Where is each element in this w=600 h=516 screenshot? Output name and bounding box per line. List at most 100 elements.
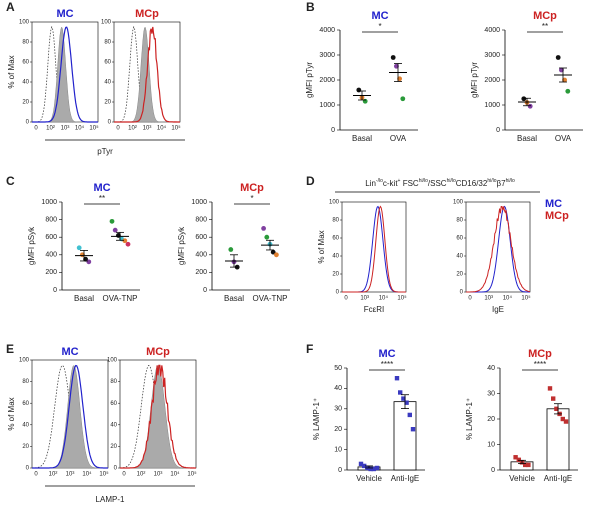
header-part: hi/lo [487, 178, 496, 184]
data-point [523, 462, 528, 468]
y-tick-label: 2000 [484, 77, 500, 84]
bar [393, 401, 417, 471]
x-tick-label: 10² [137, 472, 146, 478]
y-tick-label: 20 [22, 100, 29, 106]
data-point [228, 247, 234, 252]
x-tick-label: 10³ [66, 472, 75, 478]
histogram-curve [342, 205, 406, 293]
y-tick-label: 400 [45, 252, 57, 259]
y-tick-label: 20 [332, 272, 339, 278]
histogram-curve [114, 26, 180, 123]
x-tick-label: OVA [555, 134, 572, 143]
plot-title: MCp [533, 10, 557, 22]
y-tick-label: 0 [496, 127, 500, 134]
histogram-curve [31, 364, 108, 469]
x-axis-label: LAMP-1 [96, 495, 125, 504]
histogram-fill [120, 365, 196, 469]
data-point [397, 76, 402, 82]
y-axis-label: % LAMP-1⁺ [312, 398, 321, 440]
y-tick-label: 60 [456, 236, 463, 242]
data-point [516, 457, 521, 462]
data-point [362, 98, 368, 104]
data-point [390, 55, 396, 60]
data-point [554, 406, 559, 411]
y-axis-label: % of Max [7, 55, 16, 88]
significance-label: **** [534, 360, 546, 369]
data-point [551, 396, 556, 401]
header-part: FSC [400, 179, 418, 188]
histogram-curve [32, 364, 108, 469]
x-tick-label: 0 [34, 126, 38, 132]
y-tick-label: 80 [22, 379, 29, 385]
plot-title: MC [56, 8, 73, 20]
y-tick-label: 40 [22, 80, 29, 86]
header-part: c-kit [383, 179, 398, 188]
histogram-curve [342, 205, 406, 293]
y-tick-label: 20 [104, 100, 111, 106]
x-tick-label: 10⁴ [503, 295, 513, 302]
significance-label: **** [381, 360, 393, 369]
plot-frame [341, 201, 407, 293]
header-part: -/lo [376, 178, 383, 184]
y-axis-label: gMFI pTyr [305, 62, 314, 98]
y-tick-label: 40 [22, 422, 29, 428]
x-tick-label: 10⁵ [99, 471, 109, 478]
x-tick-label: Anti-IgE [391, 474, 419, 483]
data-point [404, 400, 409, 405]
x-tick-label: OVA [390, 134, 407, 143]
data-point [125, 241, 131, 247]
x-tick-label: 10⁵ [171, 125, 181, 132]
data-point [122, 238, 128, 244]
y-tick-label: 4000 [484, 27, 500, 34]
x-tick-label: Basal [517, 134, 537, 143]
data-point [410, 427, 416, 432]
y-tick-label: 60 [104, 60, 111, 66]
x-axis-label: FcεRI [364, 305, 384, 314]
panel-letter: A [6, 0, 15, 14]
y-tick-label: 40 [104, 80, 111, 86]
x-axis-label: pTyr [97, 147, 113, 156]
y-tick-label: 0 [336, 290, 340, 296]
histogram-curve [32, 26, 98, 123]
x-tick-label: 10⁵ [89, 125, 99, 132]
x-tick-label: 0 [344, 296, 348, 302]
x-tick-label: 10³ [143, 126, 152, 132]
x-tick-label: 0 [116, 126, 120, 132]
y-tick-label: 600 [45, 234, 57, 241]
y-tick-label: 80 [456, 218, 463, 224]
y-tick-label: 40 [334, 385, 342, 392]
y-tick-label: 1000 [319, 102, 335, 109]
y-tick-label: 20 [110, 444, 117, 450]
y-tick-label: 40 [110, 422, 117, 428]
header-part: β7 [497, 179, 507, 188]
data-point [394, 63, 399, 69]
x-tick-label: 10⁵ [397, 295, 407, 302]
header-part: Lin [365, 179, 376, 188]
significance-label: ** [542, 22, 548, 31]
x-tick-label: 10³ [484, 296, 493, 302]
y-tick-label: 30 [334, 406, 342, 413]
x-tick-label: 10² [46, 126, 55, 132]
y-tick-label: 0 [338, 467, 342, 474]
y-tick-label: 3000 [319, 52, 335, 59]
plot-frame [465, 201, 531, 293]
y-tick-label: 100 [19, 358, 30, 364]
y-tick-label: 60 [22, 60, 29, 66]
plot-title: MCp [240, 182, 264, 194]
panel-letter: E [6, 342, 14, 356]
y-tick-label: 4000 [319, 27, 335, 34]
x-tick-label: 10³ [61, 126, 70, 132]
data-point [261, 226, 266, 231]
x-tick-label: 10⁴ [170, 471, 180, 478]
histogram-fill [32, 365, 108, 469]
data-point [547, 386, 553, 391]
x-tick-label: 10³ [360, 296, 369, 302]
y-tick-label: 40 [456, 254, 463, 260]
data-point [407, 412, 412, 418]
panel-letter: C [6, 174, 15, 188]
data-point [401, 396, 406, 401]
header-part: /SSC [428, 179, 447, 188]
data-point [563, 419, 569, 424]
y-tick-label: 60 [22, 401, 29, 407]
header-part: hi/lo [419, 178, 428, 184]
